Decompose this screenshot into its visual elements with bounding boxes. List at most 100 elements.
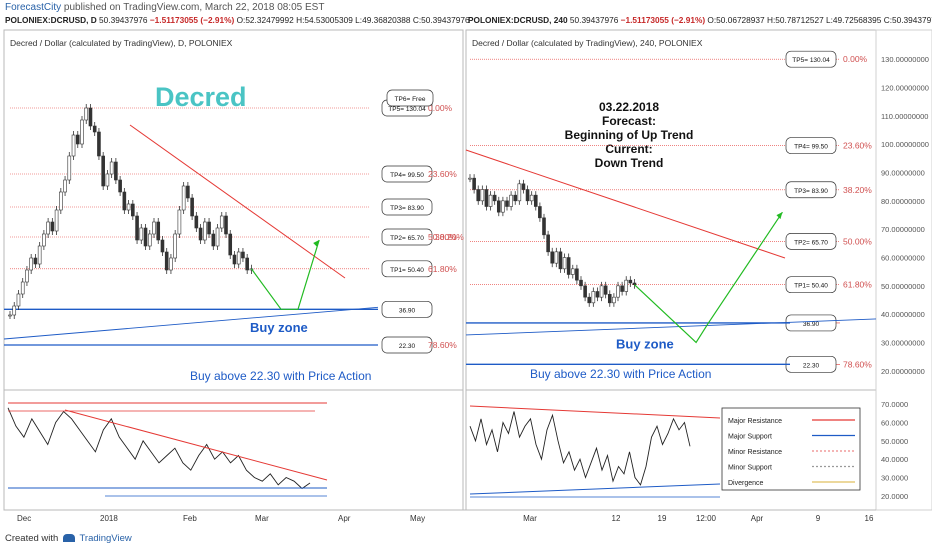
left-close: C:50.39437976 bbox=[412, 15, 470, 25]
buy-note: Buy above 22.30 with Price Action bbox=[530, 367, 711, 381]
legend-entry: Minor Resistance bbox=[728, 449, 782, 456]
rsi-resistance-trend bbox=[469, 405, 721, 419]
candle-body bbox=[190, 197, 194, 217]
candle-body bbox=[12, 305, 17, 316]
candle-body bbox=[147, 233, 152, 247]
rsi-line bbox=[7, 407, 311, 490]
fib-level-label: 23.60% bbox=[428, 169, 457, 179]
rsi-tick-label: 20.0000 bbox=[881, 492, 908, 501]
target-callout-label: 36.90 bbox=[399, 307, 416, 314]
time-axis-labels: Dec 2018 Feb Mar Apr May Mar 12 19 12:00 Apr 9 16 bbox=[17, 514, 874, 523]
fib-level-label: 38.20% bbox=[843, 185, 872, 195]
candle-body bbox=[488, 194, 493, 207]
buy-note: Buy above 22.30 with Price Action bbox=[190, 369, 371, 383]
candle-body bbox=[25, 269, 29, 283]
right-high: H:50.78712527 bbox=[766, 15, 824, 25]
publish-header: ForecastCity published on TradingView.co… bbox=[0, 0, 932, 28]
candle-body bbox=[152, 221, 156, 235]
left-chart-title: Decred / Dollar (calculated by TradingVi… bbox=[10, 38, 233, 48]
target-callout-label: TP5= 130.04 bbox=[388, 106, 426, 113]
candle-body bbox=[33, 257, 38, 265]
time-tick-label: 12:00 bbox=[696, 514, 717, 523]
candle-body bbox=[509, 194, 513, 207]
candle-body bbox=[245, 257, 249, 271]
right-open: O:50.06728937 bbox=[707, 15, 765, 25]
candle-body bbox=[587, 296, 592, 304]
rsi-line bbox=[469, 411, 691, 486]
target-callout-box bbox=[785, 50, 837, 68]
candle-body bbox=[624, 279, 629, 292]
candle-body bbox=[8, 314, 12, 317]
candle-body bbox=[533, 194, 538, 207]
buy-zone-label: Buy zone bbox=[616, 337, 674, 352]
candle-body bbox=[501, 200, 505, 213]
forecast-line-downtrend: Down Trend bbox=[595, 156, 664, 170]
rsi-tick-label: 30.0000 bbox=[881, 474, 908, 483]
tradingview-logo-icon bbox=[62, 534, 75, 543]
candle-body bbox=[71, 134, 76, 157]
right-price-series bbox=[468, 174, 783, 344]
target-arrow-head bbox=[776, 212, 783, 220]
candle-body bbox=[42, 233, 46, 247]
fib-level-label: 78.60% bbox=[843, 359, 872, 369]
left-buy-zone: Buy zone Buy above 22.30 with Price Actio… bbox=[3, 124, 379, 383]
price-tick-label: 130.00000000 bbox=[881, 55, 929, 64]
candle-body bbox=[505, 200, 509, 207]
candle-body bbox=[591, 291, 596, 304]
candle-body bbox=[595, 291, 600, 298]
target-arrow-path bbox=[634, 211, 783, 344]
candle-body bbox=[480, 189, 485, 202]
fib-level-label: 61.80% bbox=[843, 280, 872, 290]
support-trend-line bbox=[3, 306, 379, 340]
target-callout-label: TP5= 130.04 bbox=[792, 57, 830, 64]
candle-body bbox=[628, 279, 633, 284]
candle-body bbox=[97, 131, 101, 157]
author-link[interactable]: ForecastCity bbox=[5, 2, 62, 13]
candle-body bbox=[156, 221, 161, 241]
legend-entry: Major Support bbox=[728, 434, 772, 441]
left-price: 50.39437976 bbox=[99, 15, 148, 25]
target-callout-label: TP1= 50.40 bbox=[794, 283, 828, 290]
forecast-line-date: 03.22.2018 bbox=[599, 100, 659, 114]
right-chart-title: Decred / Dollar (calculated by TradingVi… bbox=[472, 38, 703, 48]
candle-body bbox=[607, 294, 612, 304]
price-tick-label: 80.00000000 bbox=[881, 197, 925, 206]
time-tick-label: 12 bbox=[612, 514, 621, 523]
left-price-series bbox=[8, 104, 320, 319]
price-tick-label: 40.00000000 bbox=[881, 310, 925, 319]
candle-body bbox=[84, 107, 89, 121]
candle-body bbox=[54, 209, 59, 232]
fib-level-label: 50.00% bbox=[428, 232, 457, 242]
candle-body bbox=[228, 233, 233, 256]
target-callout-label: TP3= 83.90 bbox=[794, 188, 828, 195]
forecast-line-current: Current: bbox=[605, 142, 652, 156]
target-callout-label: TP6= Free bbox=[395, 96, 426, 103]
price-tick-label: 30.00000000 bbox=[881, 339, 925, 348]
candle-body bbox=[546, 234, 550, 253]
price-tick-label: 90.00000000 bbox=[881, 169, 925, 178]
candle-body bbox=[173, 233, 177, 259]
tradingview-link[interactable]: TradingView bbox=[79, 533, 132, 544]
publish-line: ForecastCity published on TradingView.co… bbox=[5, 2, 324, 13]
candle-body bbox=[186, 185, 190, 199]
target-callout-label: 22.30 bbox=[399, 343, 416, 350]
candle-body bbox=[570, 268, 575, 275]
right-change: −1.51173055 (−2.91%) bbox=[620, 15, 706, 25]
candle-body bbox=[135, 215, 139, 241]
time-tick-label: Dec bbox=[17, 514, 31, 523]
time-tick-label: 16 bbox=[865, 514, 874, 523]
candle-body bbox=[219, 215, 224, 229]
candle-body bbox=[46, 221, 50, 235]
fib-level-label: 61.80% bbox=[428, 264, 457, 274]
legend-entry: Minor Support bbox=[728, 465, 772, 472]
legend-entry: Divergence bbox=[728, 480, 764, 487]
candle-body bbox=[599, 285, 604, 298]
candle-body bbox=[603, 285, 608, 295]
candle-body bbox=[63, 179, 67, 193]
candle-body bbox=[472, 177, 476, 190]
candle-body bbox=[566, 257, 571, 275]
candle-body bbox=[517, 183, 522, 202]
target-callout-label: TP4= 99.50 bbox=[390, 172, 424, 179]
rsi-tick-label: 60.0000 bbox=[881, 419, 908, 428]
target-callout-box bbox=[381, 336, 433, 354]
